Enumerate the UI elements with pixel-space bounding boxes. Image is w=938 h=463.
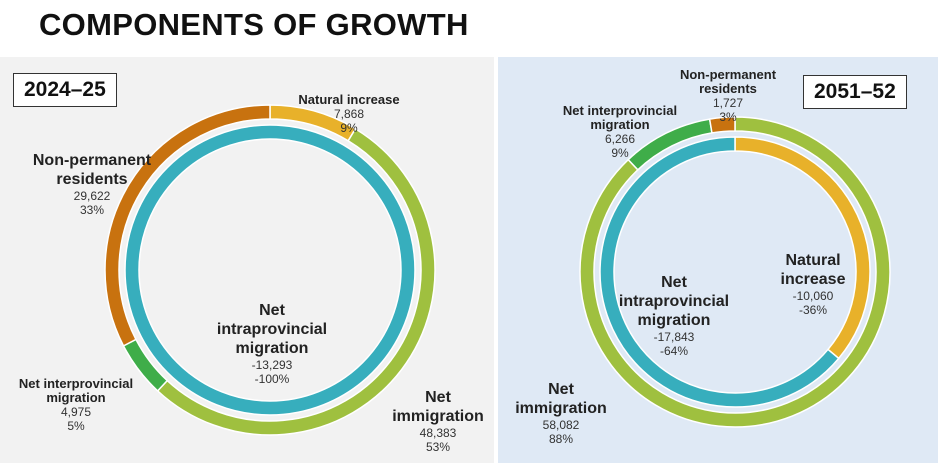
label-name: Net intraprovincial migration xyxy=(618,274,730,329)
label-net-intraprovincial-2024: Net intraprovincial migration -13,293 -1… xyxy=(205,301,340,386)
label-net-interprovincial-2051: Net interprovincial migration 6,266 9% xyxy=(545,103,695,161)
label-percent: 9% xyxy=(611,146,629,160)
label-value: 6,266 xyxy=(604,132,636,146)
label-net-immigration-2024: Net immigration 48,383 53% xyxy=(388,388,488,454)
label-net-interprovincial-2024: Net interprovincial migration 4,975 5% xyxy=(18,376,134,434)
donut-chart-2024-25 xyxy=(104,104,436,436)
panel-2024-25: 2024–25 Natural increase 7,868 9% Non-pe… xyxy=(0,57,494,463)
label-value: -10,060 xyxy=(792,289,834,303)
label-name: Non-permanent residents xyxy=(679,67,777,96)
period-label-2051-52: 2051–52 xyxy=(803,75,907,109)
label-name: Net interprovincial migration xyxy=(18,376,134,405)
label-percent: 3% xyxy=(719,110,737,124)
label-percent: -36% xyxy=(798,303,827,317)
label-percent: 33% xyxy=(79,203,105,217)
label-name: Natural increase xyxy=(780,252,846,288)
label-percent: -100% xyxy=(254,372,290,386)
label-natural-increase-2051: Natural increase -10,060 -36% xyxy=(768,251,858,317)
label-value: 58,082 xyxy=(542,418,580,432)
label-non-permanent-2024: Non-permanent residents 29,622 33% xyxy=(30,151,155,217)
label-percent: 9% xyxy=(340,121,358,135)
label-non-permanent-2051: Non-permanent residents 1,727 3% xyxy=(671,67,786,125)
period-label-2024-25: 2024–25 xyxy=(13,73,117,107)
panel-2051-52: 2051–52 Non-permanent residents 1,727 3%… xyxy=(498,57,938,463)
label-net-immigration-2051: Net immigration 58,082 88% xyxy=(511,380,611,446)
label-value: 7,868 xyxy=(333,107,365,121)
label-value: 29,622 xyxy=(73,189,111,203)
label-name: Net immigration xyxy=(515,381,607,417)
label-value: -17,843 xyxy=(653,330,695,344)
label-name: Net intraprovincial migration xyxy=(216,302,328,357)
label-name: Net interprovincial migration xyxy=(562,103,678,132)
inner-slice-net-intraprovincial-2024 xyxy=(124,124,416,416)
label-value: 4,975 xyxy=(60,405,92,419)
label-percent: -64% xyxy=(659,344,688,358)
label-natural-increase-2024: Natural increase 7,868 9% xyxy=(298,92,400,136)
label-name: Net immigration xyxy=(392,389,484,425)
label-percent: 53% xyxy=(425,440,451,454)
outer-slice-net-immigration-2051 xyxy=(579,116,891,428)
label-percent: 88% xyxy=(548,432,574,446)
label-net-intraprovincial-2051: Net intraprovincial migration -17,843 -6… xyxy=(609,273,739,358)
label-name: Non-permanent residents xyxy=(32,152,152,188)
label-value: 1,727 xyxy=(712,96,744,110)
label-value: -13,293 xyxy=(251,358,293,372)
label-name: Natural increase xyxy=(298,92,400,107)
label-percent: 5% xyxy=(67,419,85,433)
page-title: COMPONENTS OF GROWTH xyxy=(39,7,469,42)
inner-slice-net-intraprovincial-2051 xyxy=(599,136,840,408)
outer-slice-non-permanent-2024 xyxy=(104,104,271,347)
outer-slice-non-permanent-2051 xyxy=(708,116,736,134)
label-value: 48,383 xyxy=(419,426,457,440)
donut-chart-2051-52 xyxy=(579,116,891,428)
